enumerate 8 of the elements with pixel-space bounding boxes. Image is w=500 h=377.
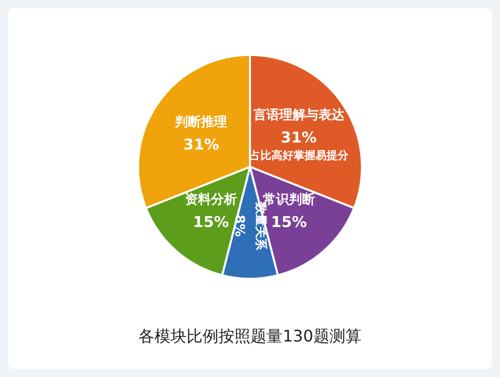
data-label: 31% [280, 128, 317, 147]
data-label: 31% [183, 136, 220, 154]
slice-label: 资料分析 [185, 192, 238, 208]
data-label: 15% [271, 213, 307, 232]
data-label: 15% [193, 213, 229, 232]
text: 各模块比例按照题量130题测算 [138, 326, 362, 346]
slice-label: 言语理解与表达 [252, 107, 346, 124]
slice-label: 判断推理 [174, 115, 228, 130]
